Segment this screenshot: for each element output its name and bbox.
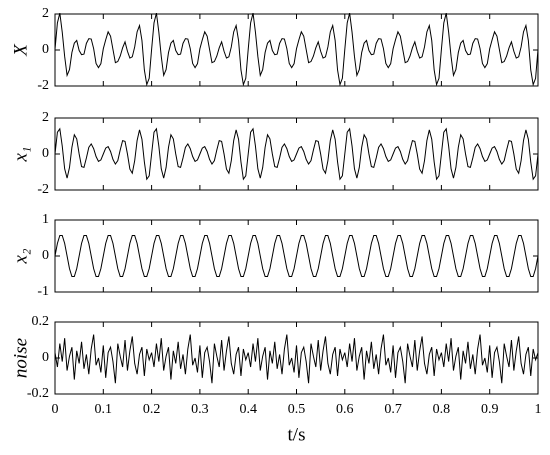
x-tick-label: 1 — [535, 402, 542, 417]
x-tick-label: 0.3 — [191, 402, 209, 417]
x-tick-label: 0.8 — [433, 402, 451, 417]
x-axis-label: t/s — [288, 424, 306, 445]
y-tick-label: 2 — [42, 6, 49, 21]
y-tick-label: -1 — [37, 284, 49, 299]
x-tick-label: 0.5 — [288, 402, 306, 417]
y-tick-label: 1 — [42, 212, 49, 227]
y-tick-label: -2 — [37, 182, 49, 197]
y-tick-label: 2 — [42, 110, 49, 125]
x-tick-label: 0.7 — [384, 402, 402, 417]
y-tick-label: 0 — [42, 248, 49, 263]
y-tick-label: 0 — [42, 146, 49, 161]
axes-box — [54, 321, 539, 395]
x-tick-label: 0.2 — [143, 402, 161, 417]
x-tick-label: 0.6 — [336, 402, 354, 417]
signal-line — [54, 234, 539, 278]
signal-line — [54, 127, 539, 181]
y-tick-label: 0 — [42, 350, 49, 365]
y-axis-label: x₁ — [10, 146, 31, 162]
x-tick-label: 0 — [52, 402, 59, 417]
x-tick-label: 0.1 — [95, 402, 113, 417]
y-axis-label: x₂ — [10, 248, 31, 264]
x-tick-label: 0.9 — [481, 402, 499, 417]
y-tick-label: -0.2 — [27, 386, 49, 401]
signal-line — [54, 12, 539, 87]
signal-line — [54, 334, 539, 384]
y-tick-label: 0.2 — [32, 314, 50, 329]
y-axis-label: X — [10, 43, 31, 57]
y-tick-label: 0 — [42, 42, 49, 57]
x-tick-label: 0.4 — [239, 402, 257, 417]
y-axis-label: noise — [10, 338, 31, 378]
y-tick-label: -2 — [37, 78, 49, 93]
